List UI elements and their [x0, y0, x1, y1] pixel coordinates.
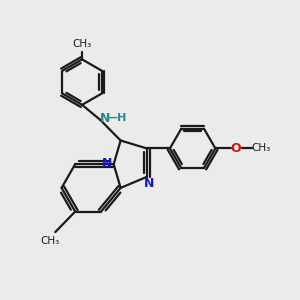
Text: N: N: [143, 177, 154, 190]
Text: N: N: [101, 157, 112, 170]
Text: CH₃: CH₃: [251, 143, 271, 153]
Text: N: N: [100, 112, 110, 125]
Text: CH₃: CH₃: [73, 39, 92, 49]
Text: —H: —H: [107, 113, 127, 123]
Text: O: O: [230, 142, 241, 155]
Text: CH₃: CH₃: [40, 236, 59, 246]
